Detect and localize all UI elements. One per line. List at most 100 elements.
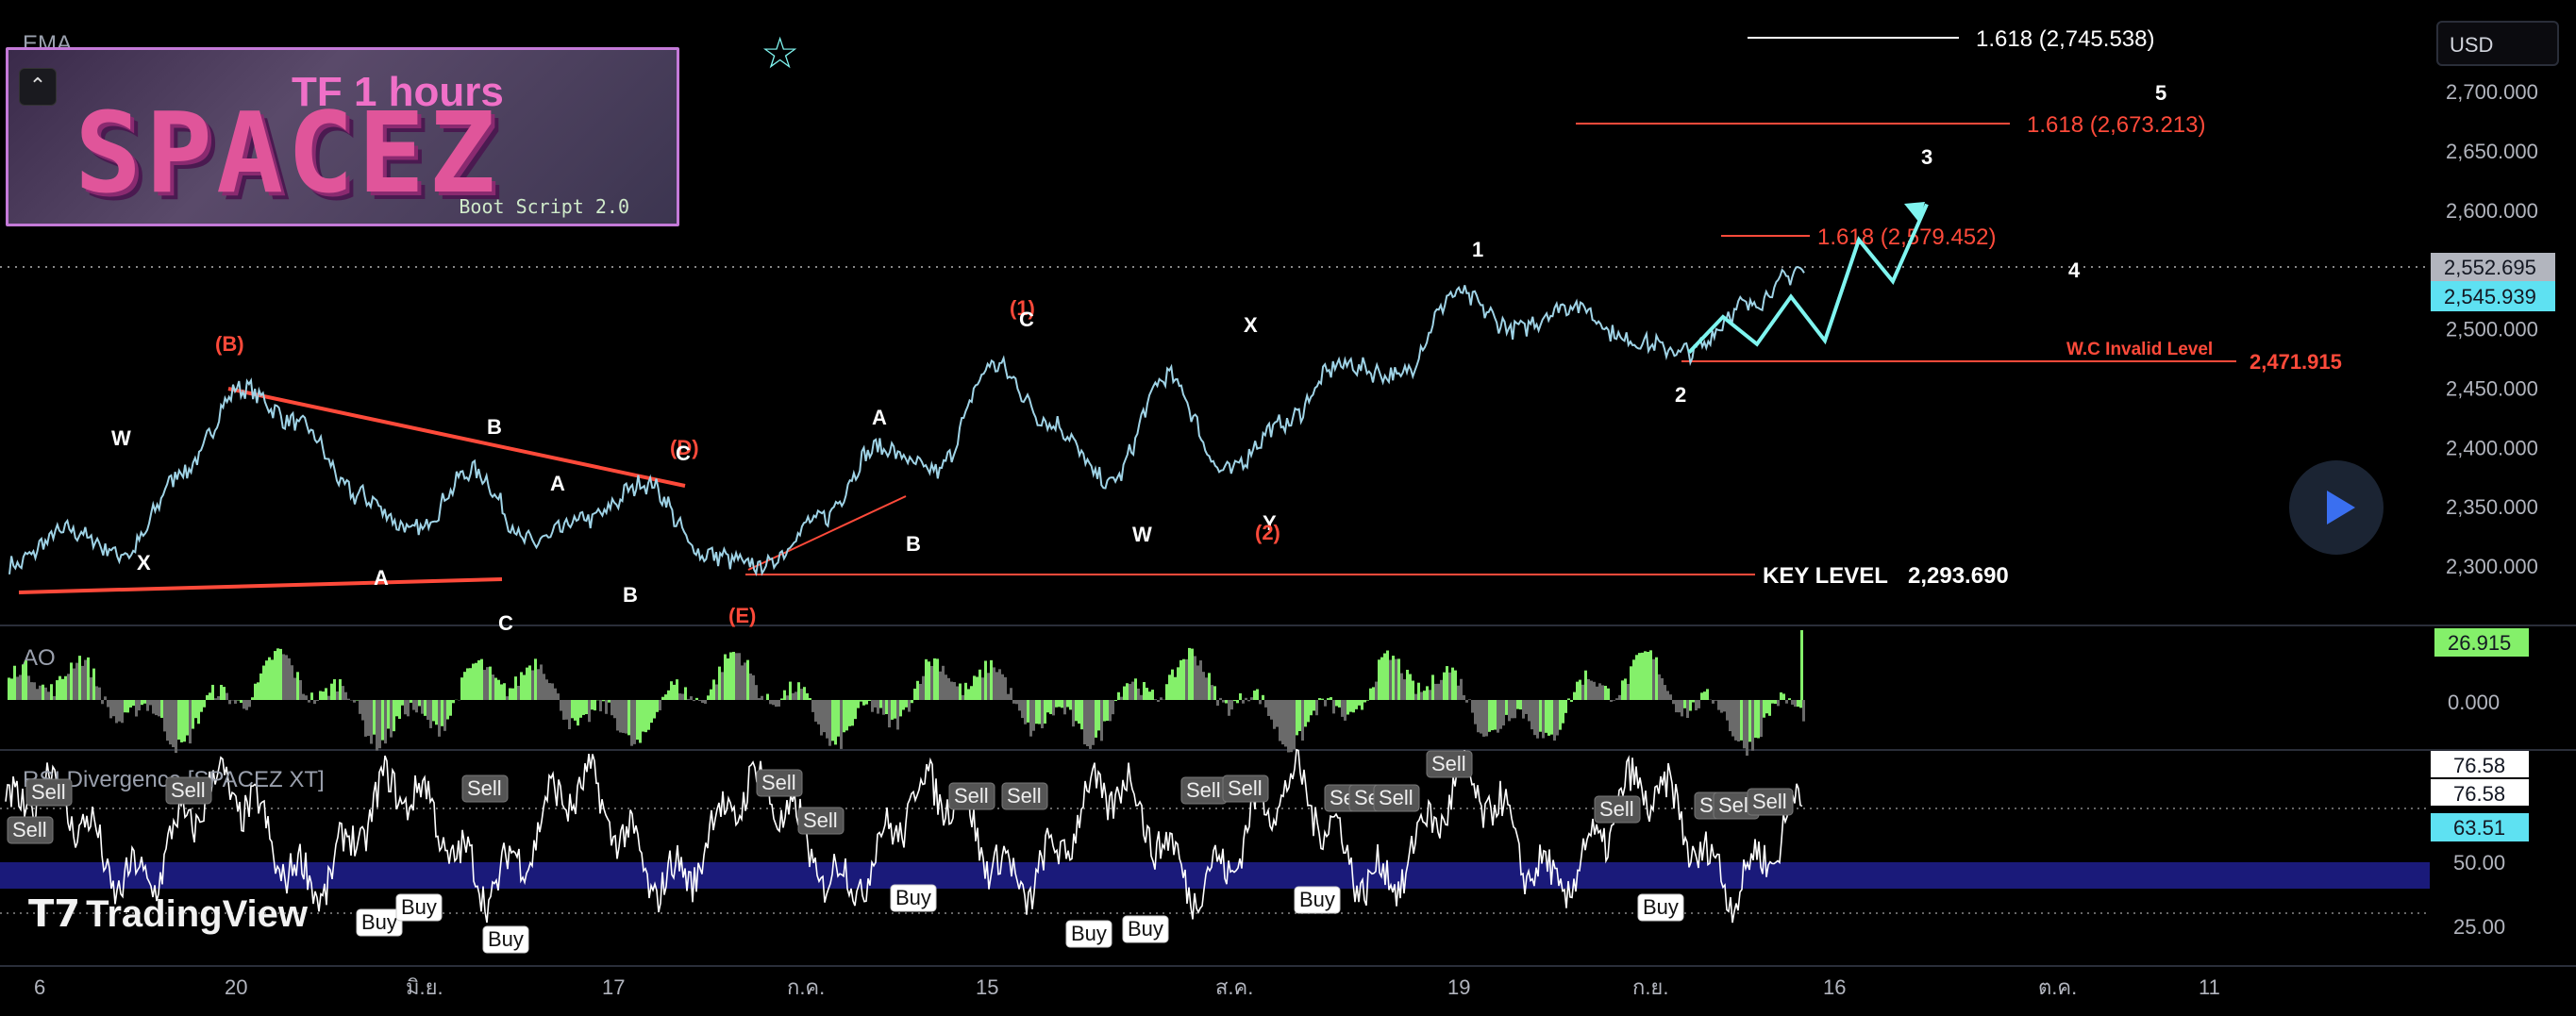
ao-bar (336, 691, 339, 700)
ao-bar (1774, 700, 1777, 704)
ao-bar (59, 676, 61, 700)
ao-bar (911, 700, 913, 703)
ao-bar (1621, 680, 1624, 700)
ao-bar (981, 677, 984, 700)
ao-bar (503, 683, 506, 700)
ao-bar (1703, 691, 1706, 700)
ao-bar (710, 690, 712, 700)
ao-bar (1245, 698, 1247, 700)
ao-bar (146, 700, 149, 711)
chevron-up-icon: ⌃ (29, 74, 46, 97)
svg-text:Sell: Sell (761, 771, 796, 794)
ao-bar (228, 700, 231, 704)
ao-bar (809, 698, 811, 700)
wave-label-e-paren: (E) (728, 604, 756, 627)
price-tick-label: 2,600.000 (2446, 199, 2538, 223)
ao-bar (1262, 695, 1264, 700)
star-icon[interactable]: ☆ (761, 28, 799, 77)
ao-bar (1032, 700, 1035, 731)
wave-label-x: X (1244, 313, 1258, 337)
ao-bar (1352, 700, 1355, 712)
ao-bar (1669, 694, 1672, 700)
svg-text:Buy: Buy (1299, 888, 1335, 911)
ao-bar (1743, 700, 1746, 748)
ao-bar (1165, 684, 1168, 700)
ao-bar (33, 682, 36, 700)
ao-bar (1069, 700, 1072, 709)
wave-label-a: A (550, 472, 565, 495)
ao-bar (1120, 697, 1123, 700)
ao-bar (446, 700, 449, 720)
price-axis[interactable]: 2,700.0002,650.0002,600.0002,550.0002,50… (2446, 80, 2538, 578)
rsi-sell-signal: Sell (1595, 796, 1640, 823)
svg-text:Buy: Buy (401, 895, 437, 919)
ao-bar (1095, 700, 1097, 738)
ao-bar (509, 688, 511, 700)
currency-selector[interactable]: USD (2436, 21, 2559, 66)
collapse-legend-button[interactable]: ⌃ (19, 68, 57, 106)
ao-bar (166, 700, 169, 741)
ao-bar (1126, 683, 1129, 700)
ao-bar (656, 700, 659, 712)
ao-bar (1522, 700, 1525, 719)
ao-bar (967, 689, 970, 700)
ao-bar (305, 695, 308, 700)
ao-bar (919, 684, 922, 700)
ao-bar (1734, 700, 1737, 741)
ao-bar (1114, 700, 1117, 701)
ao-bar (1250, 697, 1253, 700)
ao-bar (1788, 698, 1791, 700)
ao-bar (61, 679, 64, 700)
ao-bar (381, 700, 384, 741)
boot-script-label: Boot Script 2.0 (459, 195, 629, 218)
ao-bar (877, 700, 879, 714)
ao-bar (1307, 700, 1310, 722)
ao-bar (319, 691, 322, 700)
ao-bar (410, 700, 412, 703)
ao-bar (1647, 652, 1649, 700)
rsi-buy-signal: Buy (1638, 894, 1683, 921)
ao-bar (203, 700, 206, 708)
ao-bar (177, 700, 180, 740)
ao-bar (1327, 698, 1330, 700)
ao-bar (1726, 700, 1729, 721)
ao-bar (936, 658, 939, 700)
wave-label-w: W (1132, 523, 1152, 546)
ao-bar (149, 700, 152, 705)
ao-bar (1763, 700, 1765, 718)
ao-bar (1383, 654, 1386, 700)
ao-bar (98, 688, 101, 700)
ao-bar (1035, 700, 1038, 724)
ao-bar (1185, 659, 1188, 700)
ao-bar (1177, 667, 1179, 700)
ao-bar (523, 675, 526, 700)
ao-bar (452, 700, 455, 703)
ao-bar (1508, 700, 1511, 721)
ao-bar (143, 700, 146, 704)
ao-bar (894, 700, 896, 719)
ao-bar (1695, 700, 1698, 710)
ao-bar (1715, 700, 1717, 701)
ao-bar (1075, 700, 1078, 721)
ao-bar (1800, 630, 1803, 700)
ao-bar (506, 696, 509, 700)
ao-bar (13, 666, 16, 700)
ao-bar (727, 658, 729, 700)
ao-bar (460, 677, 463, 700)
ao-bar (639, 700, 642, 743)
ao-bar (274, 651, 276, 700)
ao-bar (1338, 700, 1341, 708)
ao-bar (160, 700, 163, 718)
ao-bar (1378, 659, 1380, 700)
replay-play-button[interactable] (2289, 460, 2384, 555)
time-tick-label: 6 (34, 975, 45, 999)
ao-bar (670, 681, 673, 700)
ao-bar (226, 693, 228, 700)
ao-bar (492, 675, 494, 700)
ao-bar (1635, 655, 1638, 700)
svg-text:Sell: Sell (1186, 778, 1221, 802)
ao-bar (1598, 683, 1601, 700)
ao-bar (1086, 700, 1089, 746)
